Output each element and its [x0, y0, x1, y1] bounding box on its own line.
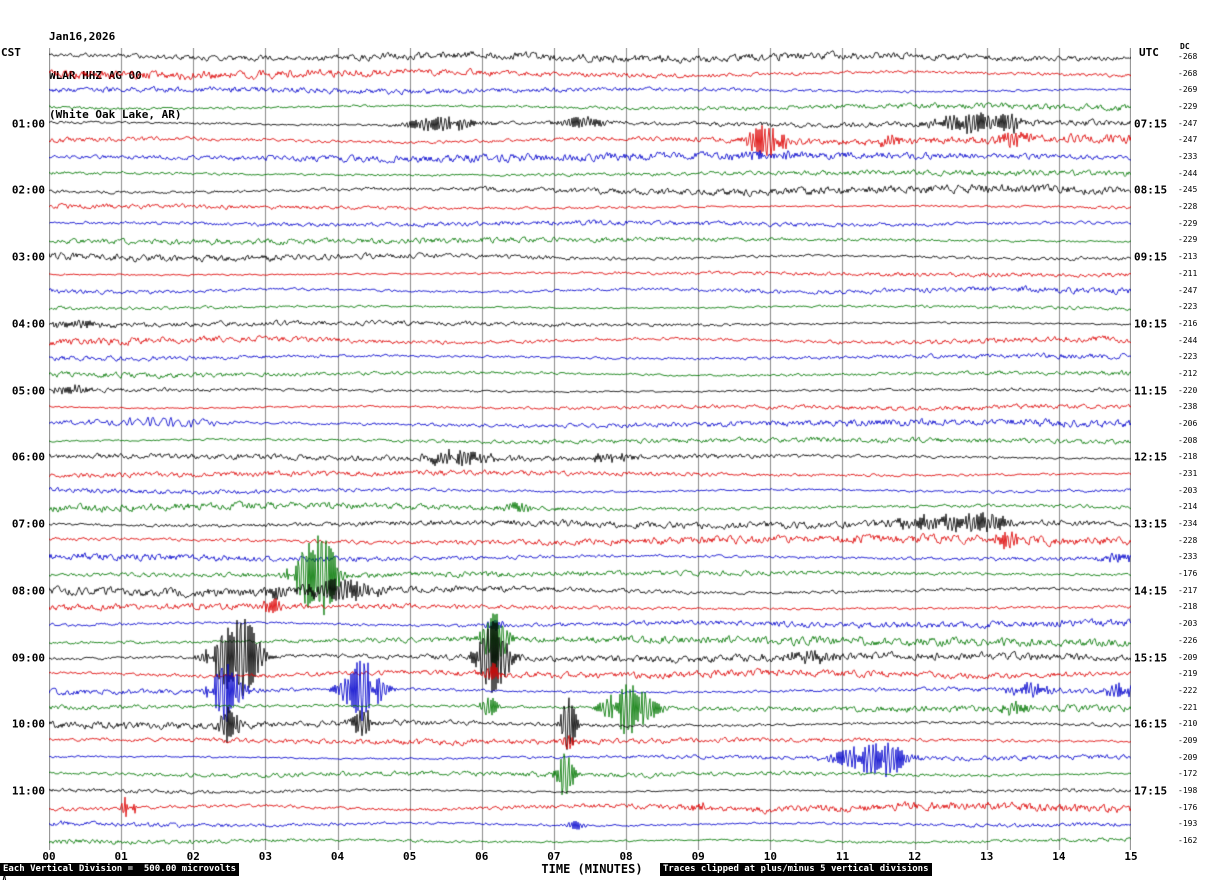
dc-value-label: -172 [1178, 769, 1198, 779]
x-tick-label: 15 [1124, 850, 1138, 863]
left-time-label: 01:00 [11, 117, 45, 131]
right-time-label: 16:15 [1134, 717, 1168, 731]
dc-value-label: -203 [1178, 618, 1198, 628]
dc-value-label: -269 [1178, 85, 1198, 95]
dc-value-label: -203 [1178, 485, 1198, 495]
x-tick-label: 01 [114, 850, 128, 863]
left-time-label: 09:00 [11, 651, 45, 664]
dc-value-label: -234 [1178, 518, 1198, 528]
dc-value-label: -210 [1178, 718, 1198, 728]
right-time-label: 14:15 [1134, 584, 1168, 598]
dc-value-label: -198 [1178, 785, 1198, 795]
x-axis-title: TIME (MINUTES) [541, 862, 643, 876]
right-time-label: 13:15 [1134, 517, 1168, 531]
x-tick-label: 05 [403, 850, 417, 863]
dc-value-label: -244 [1178, 335, 1198, 345]
right-time-label: 08:15 [1134, 183, 1168, 197]
dc-value-label: -247 [1178, 135, 1198, 145]
dc-value-label: -228 [1178, 201, 1198, 211]
dc-value-label: -208 [1178, 435, 1198, 445]
dc-value-label: -176 [1178, 802, 1198, 812]
dc-value-label: -244 [1178, 168, 1198, 178]
left-axis-header-cst: CST [1, 46, 21, 59]
x-tick-label: 07 [547, 850, 561, 863]
left-time-label: 02:00 [11, 183, 45, 197]
clip-note: Traces clipped at plus/minus 5 vertical … [660, 863, 932, 876]
x-tick-label: 06 [475, 850, 489, 863]
dc-value-label: -218 [1178, 602, 1198, 612]
dc-value-label: -229 [1178, 101, 1198, 111]
left-time-label: 03:00 [11, 250, 45, 264]
left-time-label: 07:00 [11, 517, 45, 531]
dc-column-header: DC [1180, 42, 1190, 51]
dc-value-label: -211 [1178, 268, 1198, 278]
dc-value-label: -229 [1178, 235, 1198, 245]
dc-value-label: -220 [1178, 385, 1198, 395]
seismogram-canvas [49, 48, 1131, 850]
right-axis-header-utc: UTC [1139, 46, 1159, 59]
dc-value-label: -209 [1178, 652, 1198, 662]
x-tick-label: 14 [1052, 850, 1066, 863]
scale-note: Each Vertical Division = 500.00 microvol… [0, 863, 239, 876]
dc-value-label: -219 [1178, 668, 1198, 678]
left-time-label: 05:00 [11, 384, 45, 398]
x-tick-label: 02 [186, 850, 200, 863]
dc-value-label: -229 [1178, 218, 1198, 228]
x-tick-label: 03 [258, 850, 273, 863]
dc-value-label: -268 [1178, 51, 1198, 61]
dc-value-label: -217 [1178, 585, 1198, 595]
dc-value-label: -212 [1178, 368, 1198, 378]
dc-value-label: -233 [1178, 151, 1198, 161]
dc-value-label: -222 [1178, 685, 1198, 695]
left-time-label: 11:00 [11, 784, 45, 798]
dc-value-label: -228 [1178, 535, 1198, 545]
x-tick-label: 08 [619, 850, 633, 863]
x-tick-label: 04 [330, 850, 345, 863]
left-time-label: 08:00 [11, 584, 45, 598]
dc-value-label: -218 [1178, 452, 1198, 462]
dc-value-label: -176 [1178, 568, 1198, 578]
left-time-label: 06:00 [11, 450, 45, 464]
dc-value-label: -226 [1178, 635, 1198, 645]
dc-value-label: -162 [1178, 835, 1198, 845]
right-time-label: 07:15 [1134, 117, 1168, 131]
dc-value-label: -231 [1178, 468, 1198, 478]
dc-value-label: -268 [1178, 68, 1198, 78]
x-tick-label: 11 [835, 850, 850, 863]
x-tick-label: 09 [691, 850, 705, 863]
dc-value-label: -238 [1178, 402, 1198, 412]
dc-value-label: -221 [1178, 702, 1198, 712]
dc-value-label: -209 [1178, 752, 1198, 762]
dc-value-label: -223 [1178, 352, 1198, 362]
right-time-label: 10:15 [1134, 317, 1168, 331]
x-tick-label: 10 [763, 850, 777, 863]
dc-value-label: -247 [1178, 118, 1198, 128]
right-time-label: 12:15 [1134, 450, 1168, 464]
right-time-label: 09:15 [1134, 250, 1168, 264]
right-time-label: 15:15 [1134, 651, 1168, 664]
x-tick-label: 13 [980, 850, 994, 863]
dc-value-label: -214 [1178, 502, 1198, 512]
x-tick-label: 12 [907, 850, 922, 863]
x-tick-label: 00 [42, 850, 56, 863]
right-time-label: 17:15 [1134, 784, 1168, 798]
dc-value-label: -247 [1178, 285, 1198, 295]
right-time-label: 11:15 [1134, 384, 1168, 398]
dc-value-label: -233 [1178, 552, 1198, 562]
dc-value-label: -213 [1178, 251, 1198, 261]
dc-value-label: -245 [1178, 185, 1198, 195]
dc-value-label: -223 [1178, 301, 1198, 311]
dc-value-label: -209 [1178, 735, 1198, 745]
title-date: Jan16,2026 [49, 30, 116, 43]
dc-value-label: -206 [1178, 418, 1198, 428]
left-time-label: 04:00 [11, 317, 45, 331]
logo-mark: ∧ [2, 873, 7, 882]
dc-value-label: -216 [1178, 318, 1198, 328]
left-time-label: 10:00 [11, 717, 45, 731]
dc-value-label: -193 [1178, 819, 1198, 829]
